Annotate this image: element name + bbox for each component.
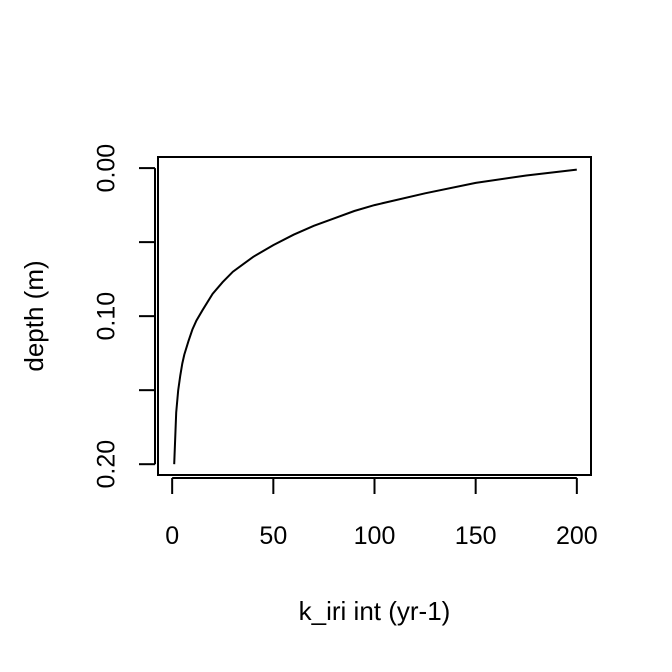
y-tick-label: 0.00 [93,144,121,193]
y-axis-title: depth (m) [19,260,49,371]
series-line-k-iri-depth [173,168,577,465]
x-tick-label: 150 [455,522,497,550]
x-tick-label: 200 [556,522,598,550]
x-tick-label: 50 [259,522,287,550]
x-axis: 0 50 100 150 200 [165,477,598,550]
plot-frame [157,156,592,476]
x-tick-label: 0 [165,522,179,550]
y-axis: 0.00 0.10 0.20 [93,144,156,489]
x-axis-title: k_iri int (yr-1) [299,596,451,626]
y-tick-label: 0.20 [93,440,121,489]
x-tick-label: 100 [354,522,396,550]
y-tick-label: 0.10 [93,292,121,341]
